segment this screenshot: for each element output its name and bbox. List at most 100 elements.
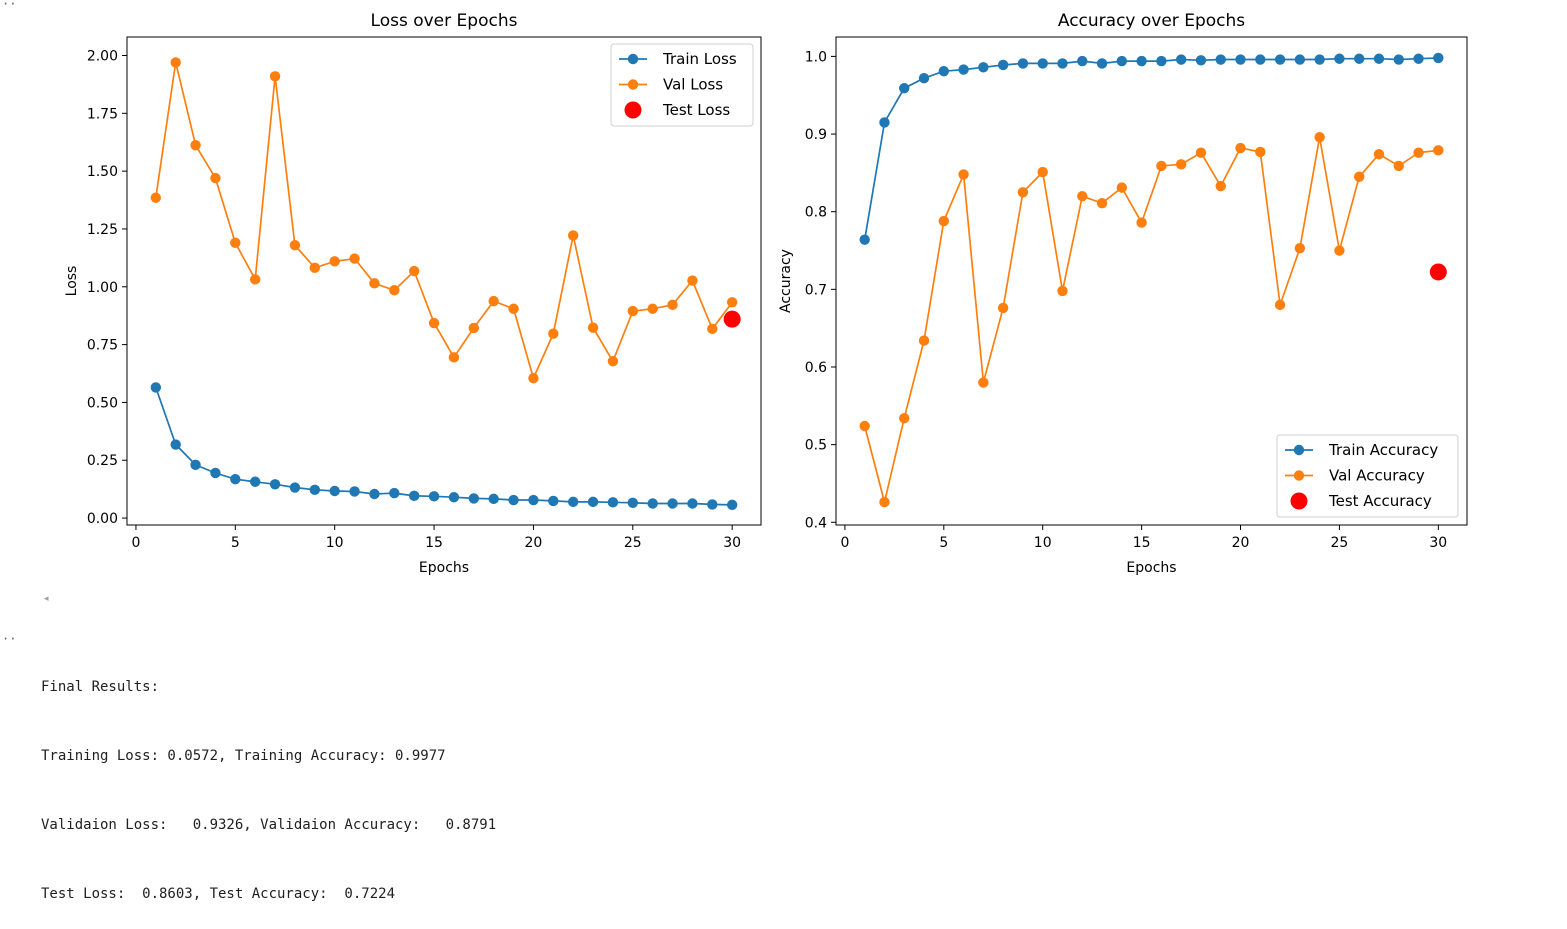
point-train-loss: [309, 484, 321, 496]
point-train-loss: [488, 493, 499, 505]
point-train-loss: [349, 486, 360, 497]
y-tick-label: 0.5: [805, 438, 827, 454]
point-train-loss: [567, 496, 579, 508]
point-val-accuracy: [978, 377, 989, 388]
point-train-accuracy: [1156, 55, 1167, 67]
legend-swatch-marker: [1293, 470, 1305, 481]
legend-swatch-marker: [627, 53, 639, 65]
x-tick-label: 15: [1133, 535, 1151, 551]
point-train-loss: [667, 498, 678, 509]
legend-label-train-loss: Train Loss: [662, 50, 737, 68]
point-train-accuracy: [1057, 58, 1068, 69]
point-train-loss: [369, 488, 380, 500]
point-train-accuracy: [997, 59, 1009, 71]
point-train-accuracy: [1274, 54, 1286, 65]
point-val-accuracy: [938, 215, 950, 227]
point-val-accuracy: [1175, 159, 1187, 170]
point-val-loss: [408, 265, 420, 277]
x-tick-label: 0: [840, 535, 849, 551]
x-tick-label: 30: [723, 535, 741, 551]
point-train-loss: [408, 490, 420, 502]
point-val-accuracy: [879, 496, 890, 508]
legend-label-val-loss: Val Loss: [663, 76, 723, 94]
y-tick-label: 1.25: [87, 222, 118, 238]
point-train-loss: [647, 498, 658, 509]
point-val-loss: [349, 253, 360, 264]
point-val-accuracy: [1096, 197, 1108, 209]
point-val-accuracy: [1433, 145, 1444, 156]
x-tick-label: 25: [624, 535, 642, 551]
point-train-loss: [528, 494, 539, 506]
x-axis-label: Epochs: [1126, 560, 1176, 576]
series-line-val-accuracy: [863, 137, 1439, 503]
point-train-accuracy: [1215, 54, 1226, 65]
x-tick-label: 5: [939, 535, 948, 551]
scroll-left-icon[interactable]: ◂: [44, 594, 49, 604]
point-train-accuracy: [978, 62, 989, 73]
point-train-accuracy: [938, 65, 950, 77]
point-val-loss: [726, 297, 738, 308]
legend-swatch-marker: [627, 79, 639, 90]
point-train-loss: [607, 497, 619, 508]
point-val-loss: [627, 305, 639, 317]
point-val-loss: [309, 262, 321, 274]
point-train-loss: [329, 485, 340, 497]
y-tick-label: 0.9: [805, 127, 827, 143]
cell-collapse-marker[interactable]: ··: [2, 0, 17, 11]
series-line-train-loss: [154, 387, 733, 506]
legend-frame: [610, 43, 754, 127]
point-val-loss: [249, 274, 261, 285]
y-tick-label: 2.00: [87, 49, 118, 65]
point-val-accuracy: [1077, 190, 1088, 202]
y-tick-label: 0.4: [805, 515, 827, 531]
point-val-loss: [389, 285, 400, 296]
point-val-loss: [369, 278, 380, 289]
y-tick-label: 0.6: [805, 360, 827, 376]
y-tick-label: 0.8: [805, 205, 827, 221]
y-axis-label: Loss: [64, 266, 80, 297]
x-tick-label: 10: [1034, 535, 1052, 551]
point-train-loss: [548, 495, 559, 507]
output-line-training: Training Loss: 0.0572, Training Accuracy…: [41, 748, 446, 764]
point-val-loss: [428, 317, 440, 329]
output-line-test: Test Loss: 0.8603, Test Accuracy: 0.7224: [41, 886, 396, 902]
point-train-accuracy: [1393, 54, 1404, 65]
point-train-accuracy: [1413, 53, 1424, 64]
legend: Train Accuracy Val Accuracy Test Accuracy: [1276, 434, 1459, 518]
x-axis-label: Epochs: [419, 560, 469, 576]
legend-label-train-accuracy: Train Accuracy: [1328, 441, 1438, 459]
point-train-loss: [210, 467, 221, 479]
point-val-loss: [667, 299, 678, 311]
point-val-loss: [190, 140, 201, 151]
point-train-accuracy: [1116, 55, 1128, 67]
chart-title: Loss over Epochs: [371, 11, 518, 31]
point-train-loss: [269, 479, 281, 490]
point-val-loss: [170, 57, 181, 68]
point-train-loss: [389, 487, 400, 499]
legend: Train Loss Val Loss Test Loss: [610, 43, 754, 127]
point-train-loss: [448, 492, 460, 503]
point-train-accuracy: [1353, 53, 1365, 64]
y-tick-label: 1.0: [805, 49, 827, 65]
y-tick-label: 1.00: [87, 280, 118, 296]
point-val-loss: [567, 230, 579, 241]
output-collapse-marker[interactable]: ··: [2, 632, 17, 646]
x-tick-label: 10: [326, 535, 344, 551]
y-tick-label: 0.25: [87, 453, 118, 469]
point-val-loss: [289, 239, 301, 251]
point-val-accuracy: [1255, 146, 1266, 158]
series-line-train-accuracy: [863, 57, 1439, 240]
point-val-loss: [468, 322, 480, 334]
x-tick-label: 30: [1429, 535, 1447, 551]
x-tick-label: 25: [1331, 535, 1349, 551]
point-val-accuracy: [1195, 147, 1207, 158]
point-train-accuracy: [859, 234, 870, 245]
point-test-loss: [723, 310, 741, 328]
y-tick-label: 0.00: [87, 511, 118, 527]
point-val-accuracy: [1235, 142, 1246, 154]
point-val-accuracy: [1294, 242, 1306, 254]
point-val-accuracy: [918, 335, 930, 346]
point-train-accuracy: [958, 64, 969, 75]
point-train-accuracy: [1136, 55, 1147, 67]
